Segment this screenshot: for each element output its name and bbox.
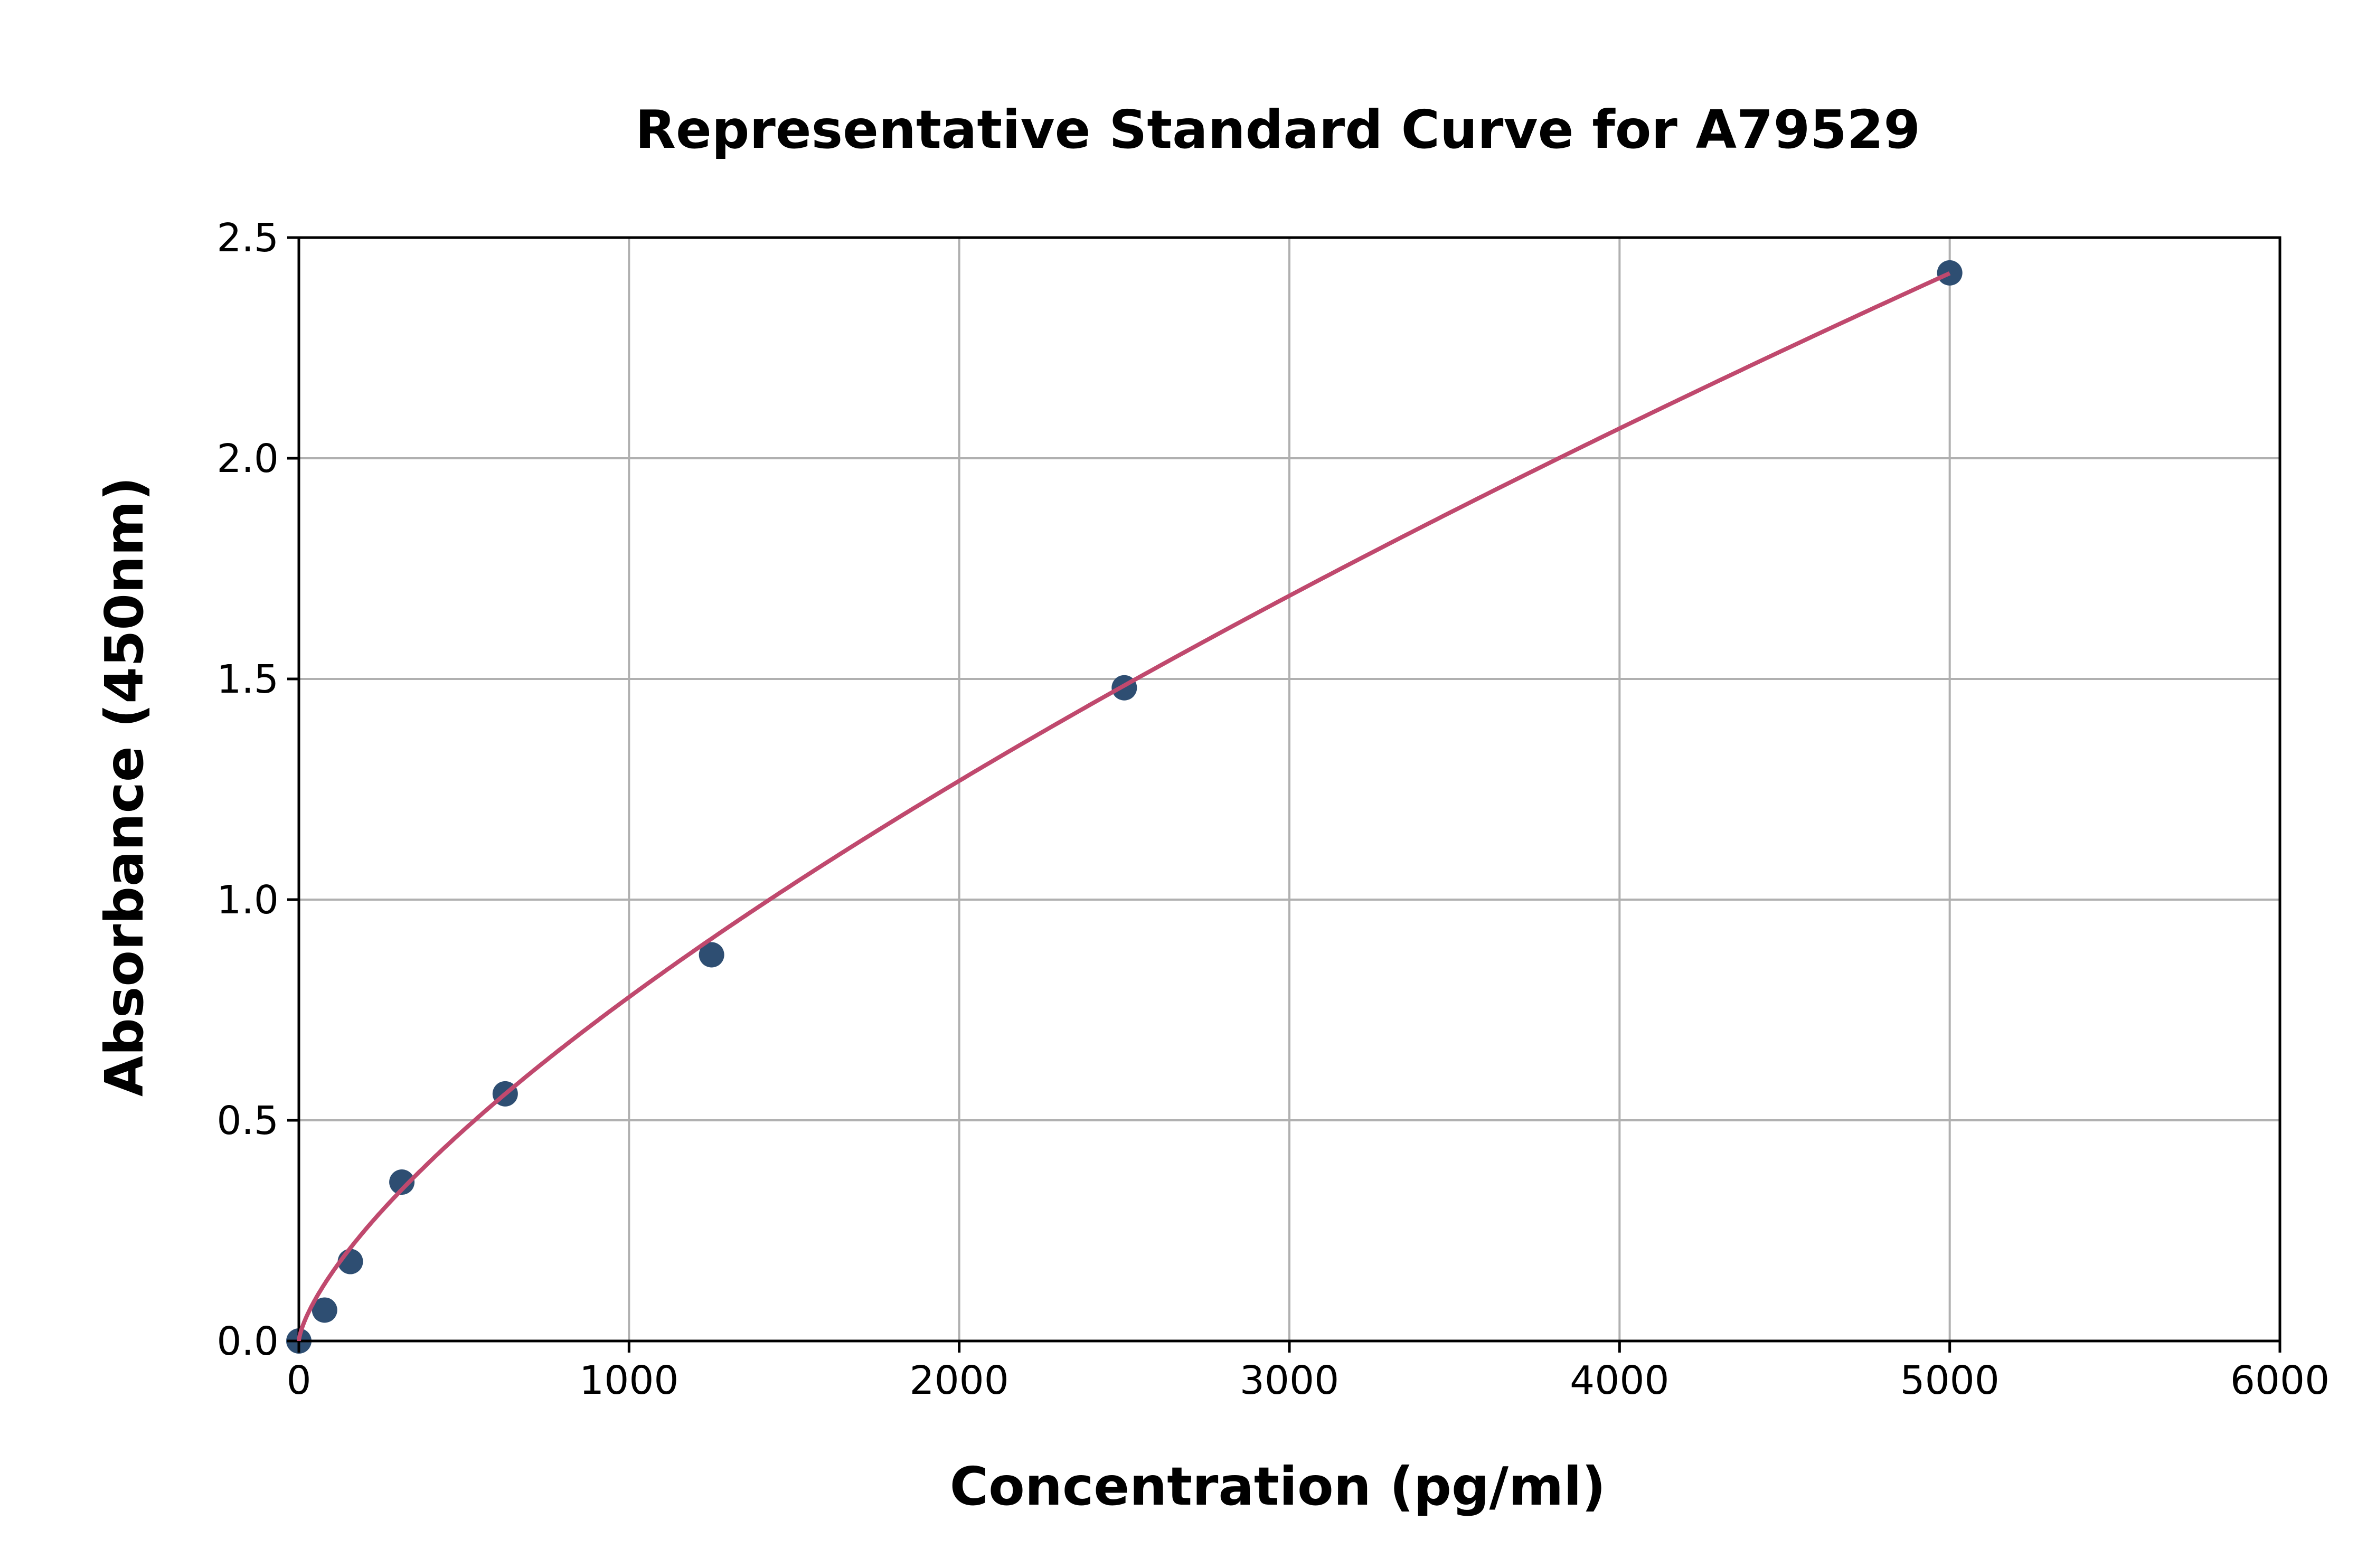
- y-tick-label: 0.0: [216, 1319, 279, 1364]
- data-point: [1937, 260, 1963, 286]
- data-point: [389, 1169, 415, 1195]
- grid: [298, 237, 2281, 1342]
- x-tick-label: 5000: [1900, 1358, 2000, 1403]
- fit-curve: [297, 271, 1951, 1342]
- y-tick-label: 0.5: [216, 1098, 279, 1144]
- y-tick-label: 2.0: [216, 436, 279, 481]
- chart-title: Representative Standard Curve for A79529: [635, 99, 1920, 160]
- x-tick-label: 0: [286, 1358, 311, 1403]
- x-tick-label: 6000: [2230, 1358, 2330, 1403]
- y-tick-label: 2.5: [216, 215, 279, 261]
- ticks: 0 1000 2000 3000 4000 5000 6000 0.0 0.5 1.0 1.5 2.0…: [216, 215, 2330, 1403]
- data-point: [699, 942, 724, 968]
- y-tick-label: 1.0: [216, 877, 279, 923]
- y-tick-label: 1.5: [216, 657, 279, 702]
- data-points: [286, 260, 1963, 1354]
- x-tick-label: 3000: [1240, 1358, 1339, 1403]
- y-axis-label: Absorbance (450nm): [93, 477, 155, 1097]
- x-tick-label: 2000: [910, 1358, 1009, 1403]
- x-axis-label: Concentration (pg/ml): [950, 1456, 1606, 1517]
- x-tick-label: 4000: [1570, 1358, 1669, 1403]
- x-tick-label: 1000: [579, 1358, 678, 1403]
- data-point: [312, 1297, 337, 1323]
